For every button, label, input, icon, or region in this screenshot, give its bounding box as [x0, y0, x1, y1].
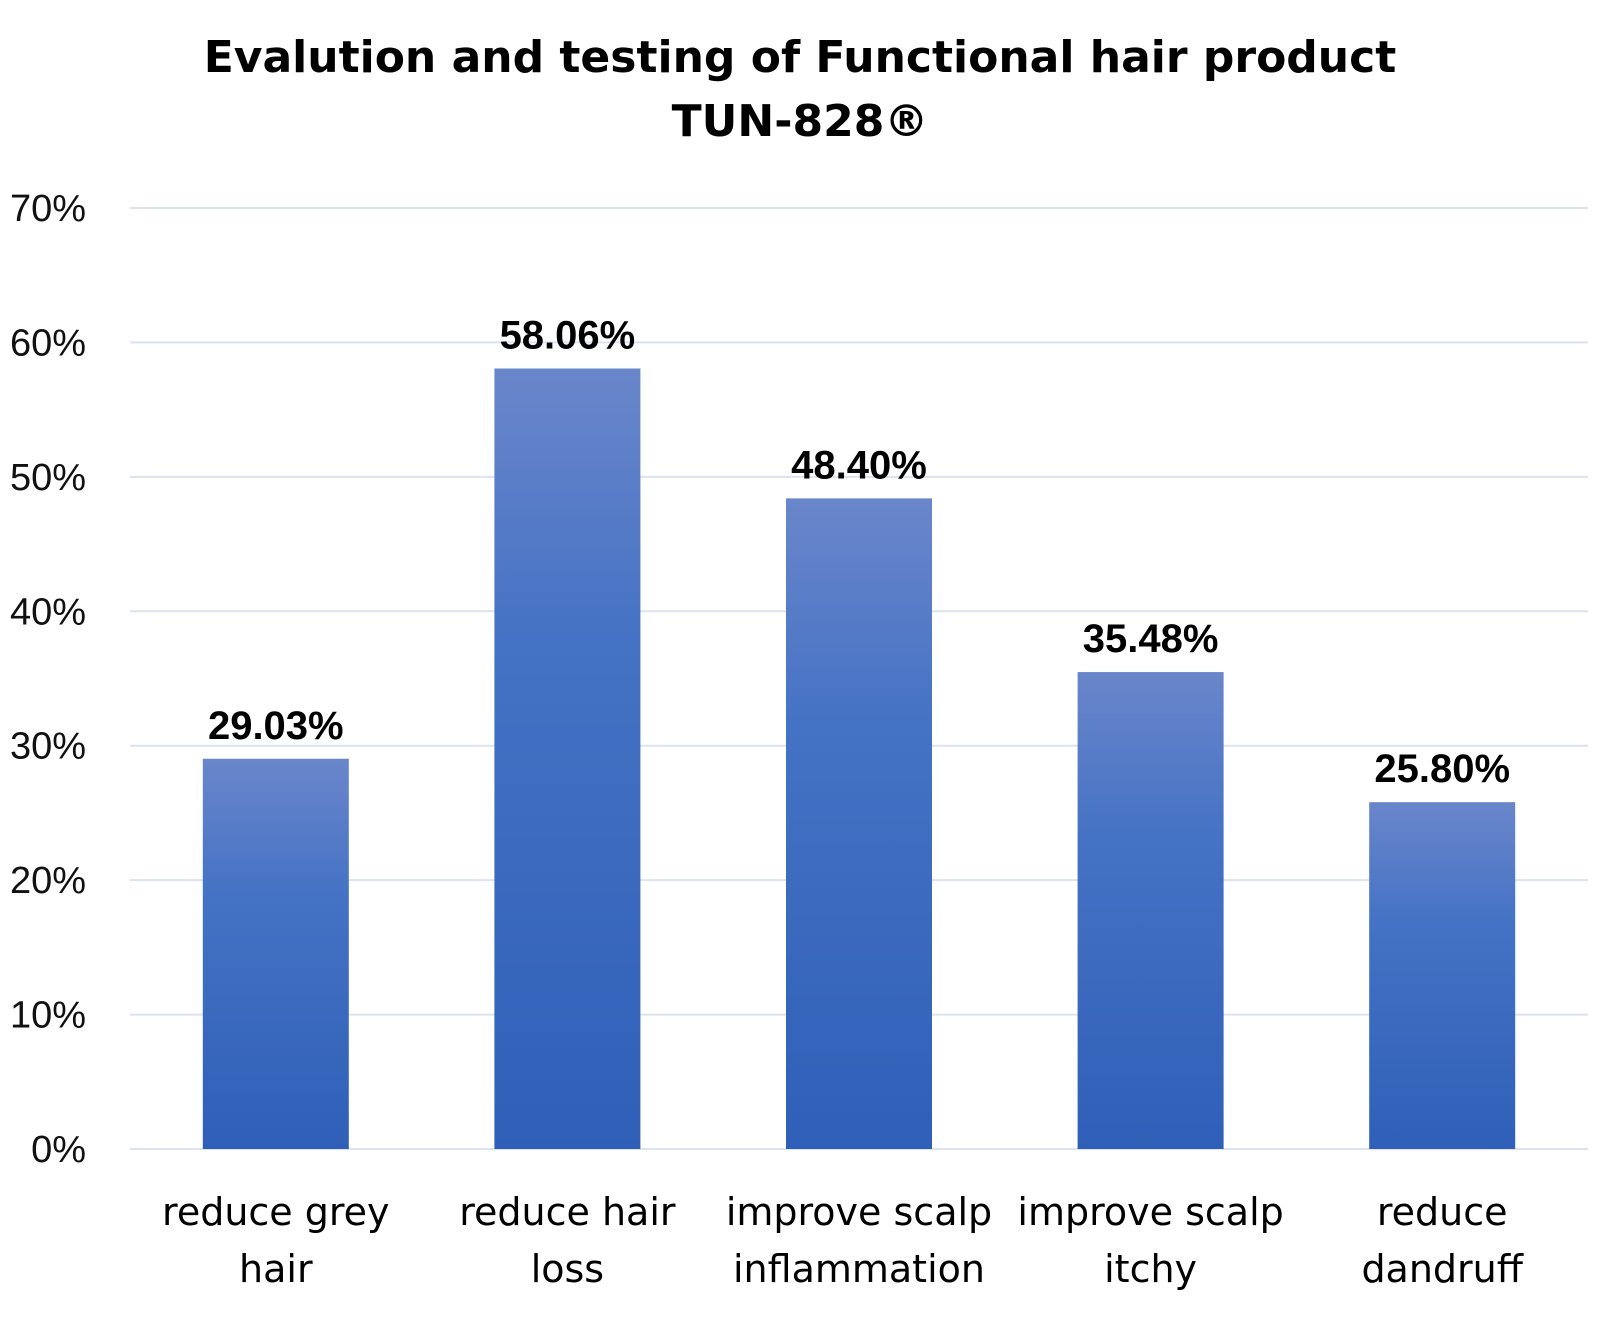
bar [202, 758, 349, 1149]
data-label: 25.80% [1374, 747, 1510, 791]
chart-title-line-1: Evalution and testing of Functional hair… [203, 32, 1397, 83]
bar [1369, 802, 1516, 1149]
y-tick-label: 30% [10, 726, 86, 768]
y-tick-label: 70% [10, 188, 86, 230]
x-tick-label: reduce grey [162, 1190, 390, 1234]
x-tick-label: hair [239, 1247, 313, 1291]
x-tick-label: dandruff [1361, 1247, 1523, 1291]
data-label: 58.06% [500, 314, 636, 358]
data-label: 35.48% [1083, 617, 1219, 661]
x-tick-label: improve scalp [726, 1190, 992, 1234]
y-tick-label: 40% [10, 591, 86, 633]
x-tick-label: reduce [1377, 1190, 1508, 1234]
x-tick-label: improve scalp [1017, 1190, 1283, 1234]
chart-title-line-2: TUN-828® [671, 96, 929, 147]
y-tick-label: 10% [10, 995, 86, 1037]
y-tick-label: 0% [31, 1129, 86, 1171]
y-tick-label: 50% [10, 457, 86, 499]
y-tick-label: 60% [10, 322, 86, 364]
bar [1077, 672, 1224, 1149]
x-tick-label: reduce hair [459, 1190, 676, 1234]
data-label: 29.03% [208, 704, 344, 748]
x-tick-label: inflammation [733, 1247, 985, 1291]
x-tick-label: loss [531, 1247, 604, 1291]
data-label: 48.40% [791, 443, 927, 487]
x-tick-label: itchy [1104, 1247, 1197, 1291]
bar [494, 368, 641, 1150]
y-tick-label: 20% [10, 860, 86, 902]
bar [786, 498, 932, 1149]
